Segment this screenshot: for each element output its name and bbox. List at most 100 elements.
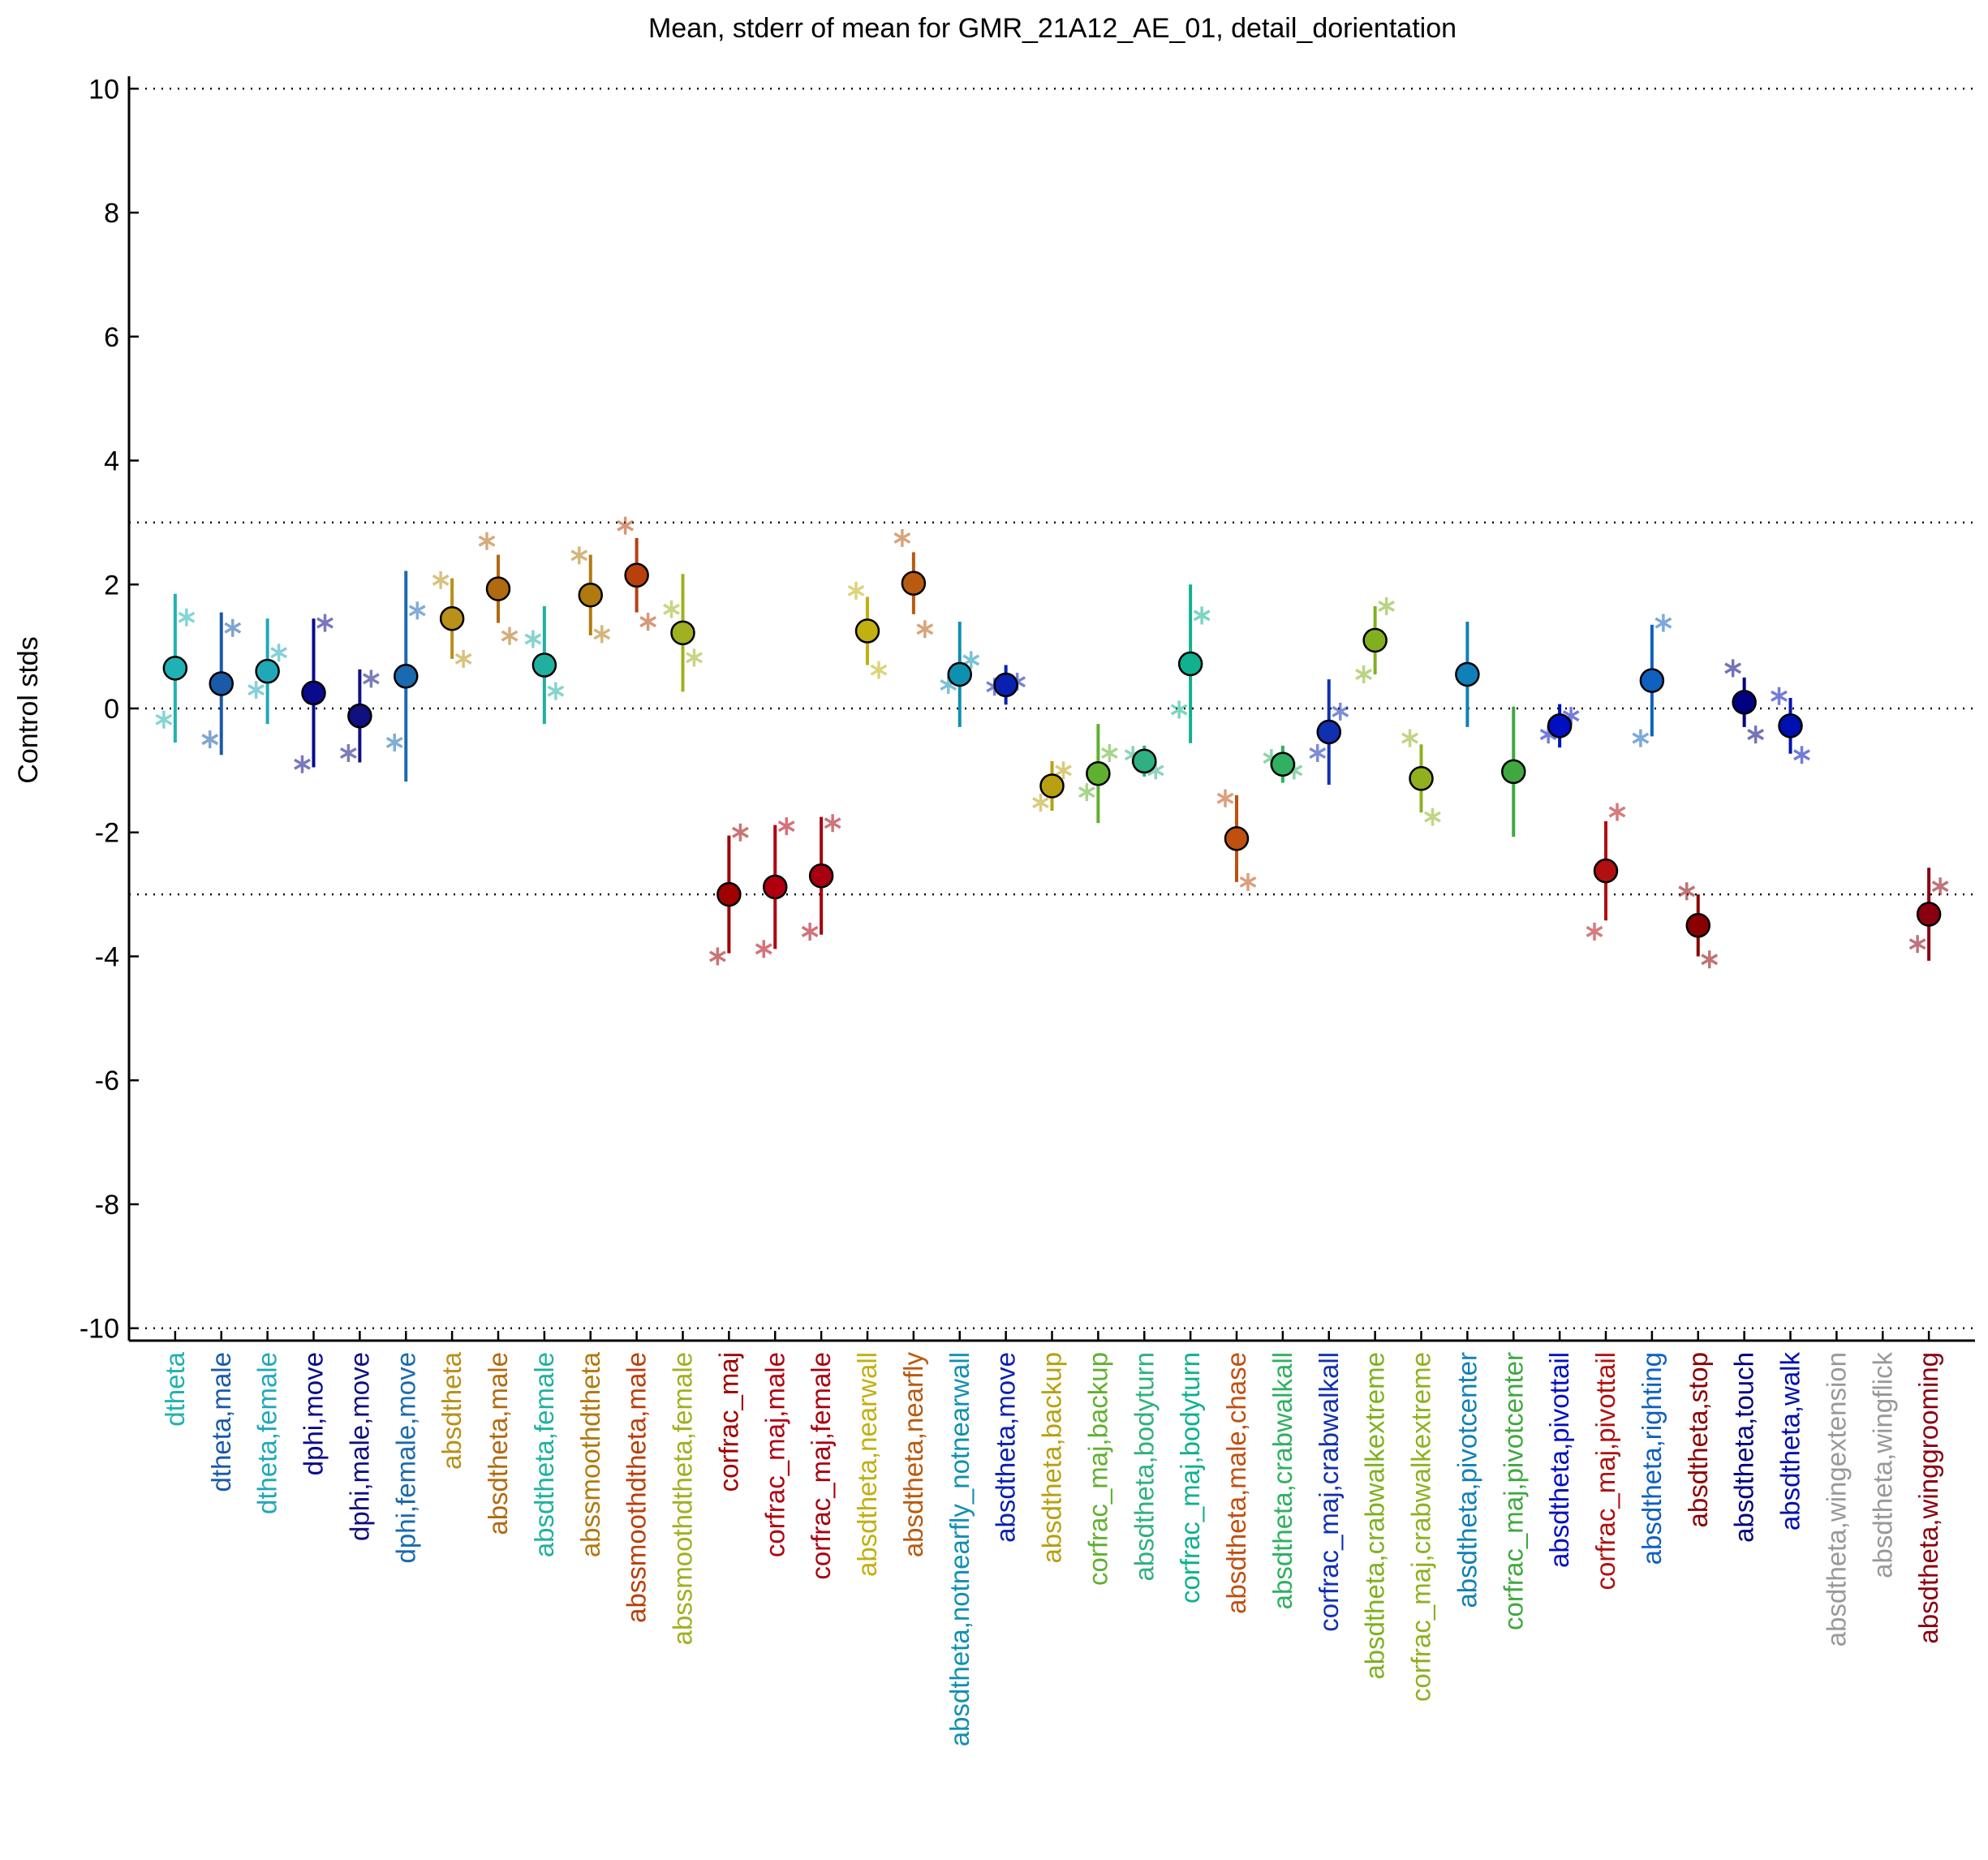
x-tick-label: corfrac_maj,female — [806, 1352, 836, 1580]
x-tick-label: corfrac_maj,male — [759, 1352, 790, 1557]
asterisk-marker — [247, 681, 265, 700]
mean-marker — [624, 562, 649, 588]
y-tick-label: 10 — [88, 74, 119, 105]
asterisk-marker — [639, 613, 657, 631]
x-tick-label: dphi,male,move — [344, 1352, 374, 1541]
asterisk-marker — [524, 630, 542, 648]
asterisk-marker — [1355, 665, 1373, 683]
asterisk-marker — [1632, 729, 1650, 747]
asterisk-marker — [1378, 596, 1396, 615]
asterisk-marker — [1193, 606, 1211, 625]
x-tick-label: dphi,move — [299, 1352, 329, 1475]
x-tick-label: absdtheta,pivottail — [1544, 1352, 1574, 1568]
mean-marker — [1455, 661, 1480, 687]
mean-marker — [1778, 713, 1803, 738]
y-tick-label: -2 — [95, 818, 119, 849]
asterisk-marker — [755, 940, 772, 958]
asterisk-marker — [1793, 746, 1810, 764]
asterisk-marker — [316, 614, 333, 632]
x-tick-label: corfrac_maj,backup — [1082, 1352, 1112, 1586]
mean-marker — [301, 680, 326, 706]
mean-marker — [1916, 902, 1942, 927]
mean-marker — [763, 874, 788, 900]
asterisk-marker — [1724, 659, 1742, 678]
y-tick-label: 4 — [104, 446, 119, 477]
x-tick-label: dtheta,female — [252, 1352, 282, 1514]
x-tick-label: absdtheta,notnearfly_notnearwall — [945, 1352, 975, 1746]
mean-marker — [1362, 627, 1388, 653]
chart-title: Mean, stderr of mean for GMR_21A12_AE_01… — [648, 13, 1457, 44]
mean-marker — [1639, 668, 1665, 693]
asterisk-marker — [1771, 687, 1788, 705]
asterisk-marker — [731, 823, 749, 842]
asterisk-marker — [593, 625, 611, 644]
asterisk-marker — [686, 648, 703, 667]
asterisk-marker — [270, 644, 288, 662]
x-tick-label: dphi,female,move — [390, 1352, 420, 1563]
mean-marker — [439, 606, 465, 631]
asterisk-marker — [824, 814, 841, 833]
x-tick-label: absdtheta,righting — [1637, 1352, 1667, 1565]
asterisk-marker — [1747, 725, 1765, 744]
x-tick-label: absdtheta,pivotcenter — [1452, 1352, 1482, 1608]
asterisk-marker — [708, 947, 726, 966]
x-tick-label: corfrac_maj,pivotcenter — [1498, 1352, 1528, 1630]
x-tick-label: corfrac_maj,crabwalkextreme — [1406, 1352, 1436, 1702]
asterisk-marker — [1216, 789, 1234, 807]
mean-marker — [670, 620, 695, 646]
asterisk-marker — [339, 743, 357, 762]
asterisk-marker — [1655, 614, 1672, 632]
y-tick-label: 0 — [104, 694, 119, 725]
asterisk-marker — [1424, 807, 1441, 826]
asterisk-marker — [1239, 872, 1257, 891]
y-tick-label: 2 — [104, 570, 119, 601]
asterisk-marker — [547, 682, 565, 700]
asterisk-marker — [155, 710, 173, 729]
asterisk-marker — [1678, 882, 1696, 901]
y-tick-label: -6 — [95, 1066, 119, 1096]
asterisk-marker — [777, 817, 795, 836]
asterisk-marker — [1401, 729, 1418, 747]
x-tick-label: corfrac_maj,crabwalkall — [1314, 1352, 1344, 1632]
mean-marker — [255, 658, 280, 684]
x-tick-label: absdtheta,nearwall — [852, 1352, 882, 1577]
asterisk-marker — [870, 661, 888, 679]
asterisk-marker — [1055, 761, 1072, 780]
y-tick-label: 8 — [104, 198, 119, 229]
asterisk-marker — [1908, 935, 1926, 954]
asterisk-marker — [178, 608, 196, 626]
asterisk-marker — [893, 528, 911, 547]
mean-marker — [1270, 751, 1296, 777]
x-tick-label: absdtheta,male,chase — [1221, 1352, 1251, 1614]
mean-marker — [854, 618, 880, 644]
y-tick-label: -10 — [80, 1314, 119, 1345]
asterisk-marker — [385, 734, 403, 752]
x-tick-label: absdtheta,crabwalkextreme — [1360, 1352, 1390, 1680]
asterisk-marker — [1586, 922, 1603, 941]
asterisk-marker — [847, 581, 865, 600]
mean-marker — [162, 656, 188, 681]
asterisk-marker — [1032, 794, 1049, 812]
asterisk-marker — [1701, 950, 1719, 969]
mean-marker — [1177, 651, 1203, 677]
asterisk-marker — [1931, 877, 1949, 896]
x-tick-label: absdtheta,winggrooming — [1913, 1352, 1943, 1644]
x-tick-label: dtheta,male — [206, 1352, 236, 1492]
asterisk-marker — [432, 570, 450, 589]
mean-marker — [808, 863, 834, 889]
mean-marker — [716, 881, 742, 907]
asterisk-marker — [617, 516, 635, 535]
x-tick-label: absdtheta,female — [529, 1352, 559, 1557]
asterisk-marker — [408, 601, 426, 620]
mean-marker — [209, 671, 234, 696]
y-tick-label: 6 — [104, 322, 119, 353]
mean-marker — [1039, 773, 1065, 799]
x-tick-label: absdtheta,crabwalkall — [1267, 1352, 1297, 1609]
x-tick-label: abssmoothdtheta,female — [668, 1352, 698, 1645]
mean-marker — [1086, 760, 1111, 786]
x-tick-label: corfrac_maj,bodyturn — [1175, 1352, 1205, 1604]
mean-marker — [901, 570, 927, 596]
asterisk-marker — [454, 649, 472, 668]
x-tick-label: absdtheta,bodyturn — [1129, 1352, 1159, 1582]
